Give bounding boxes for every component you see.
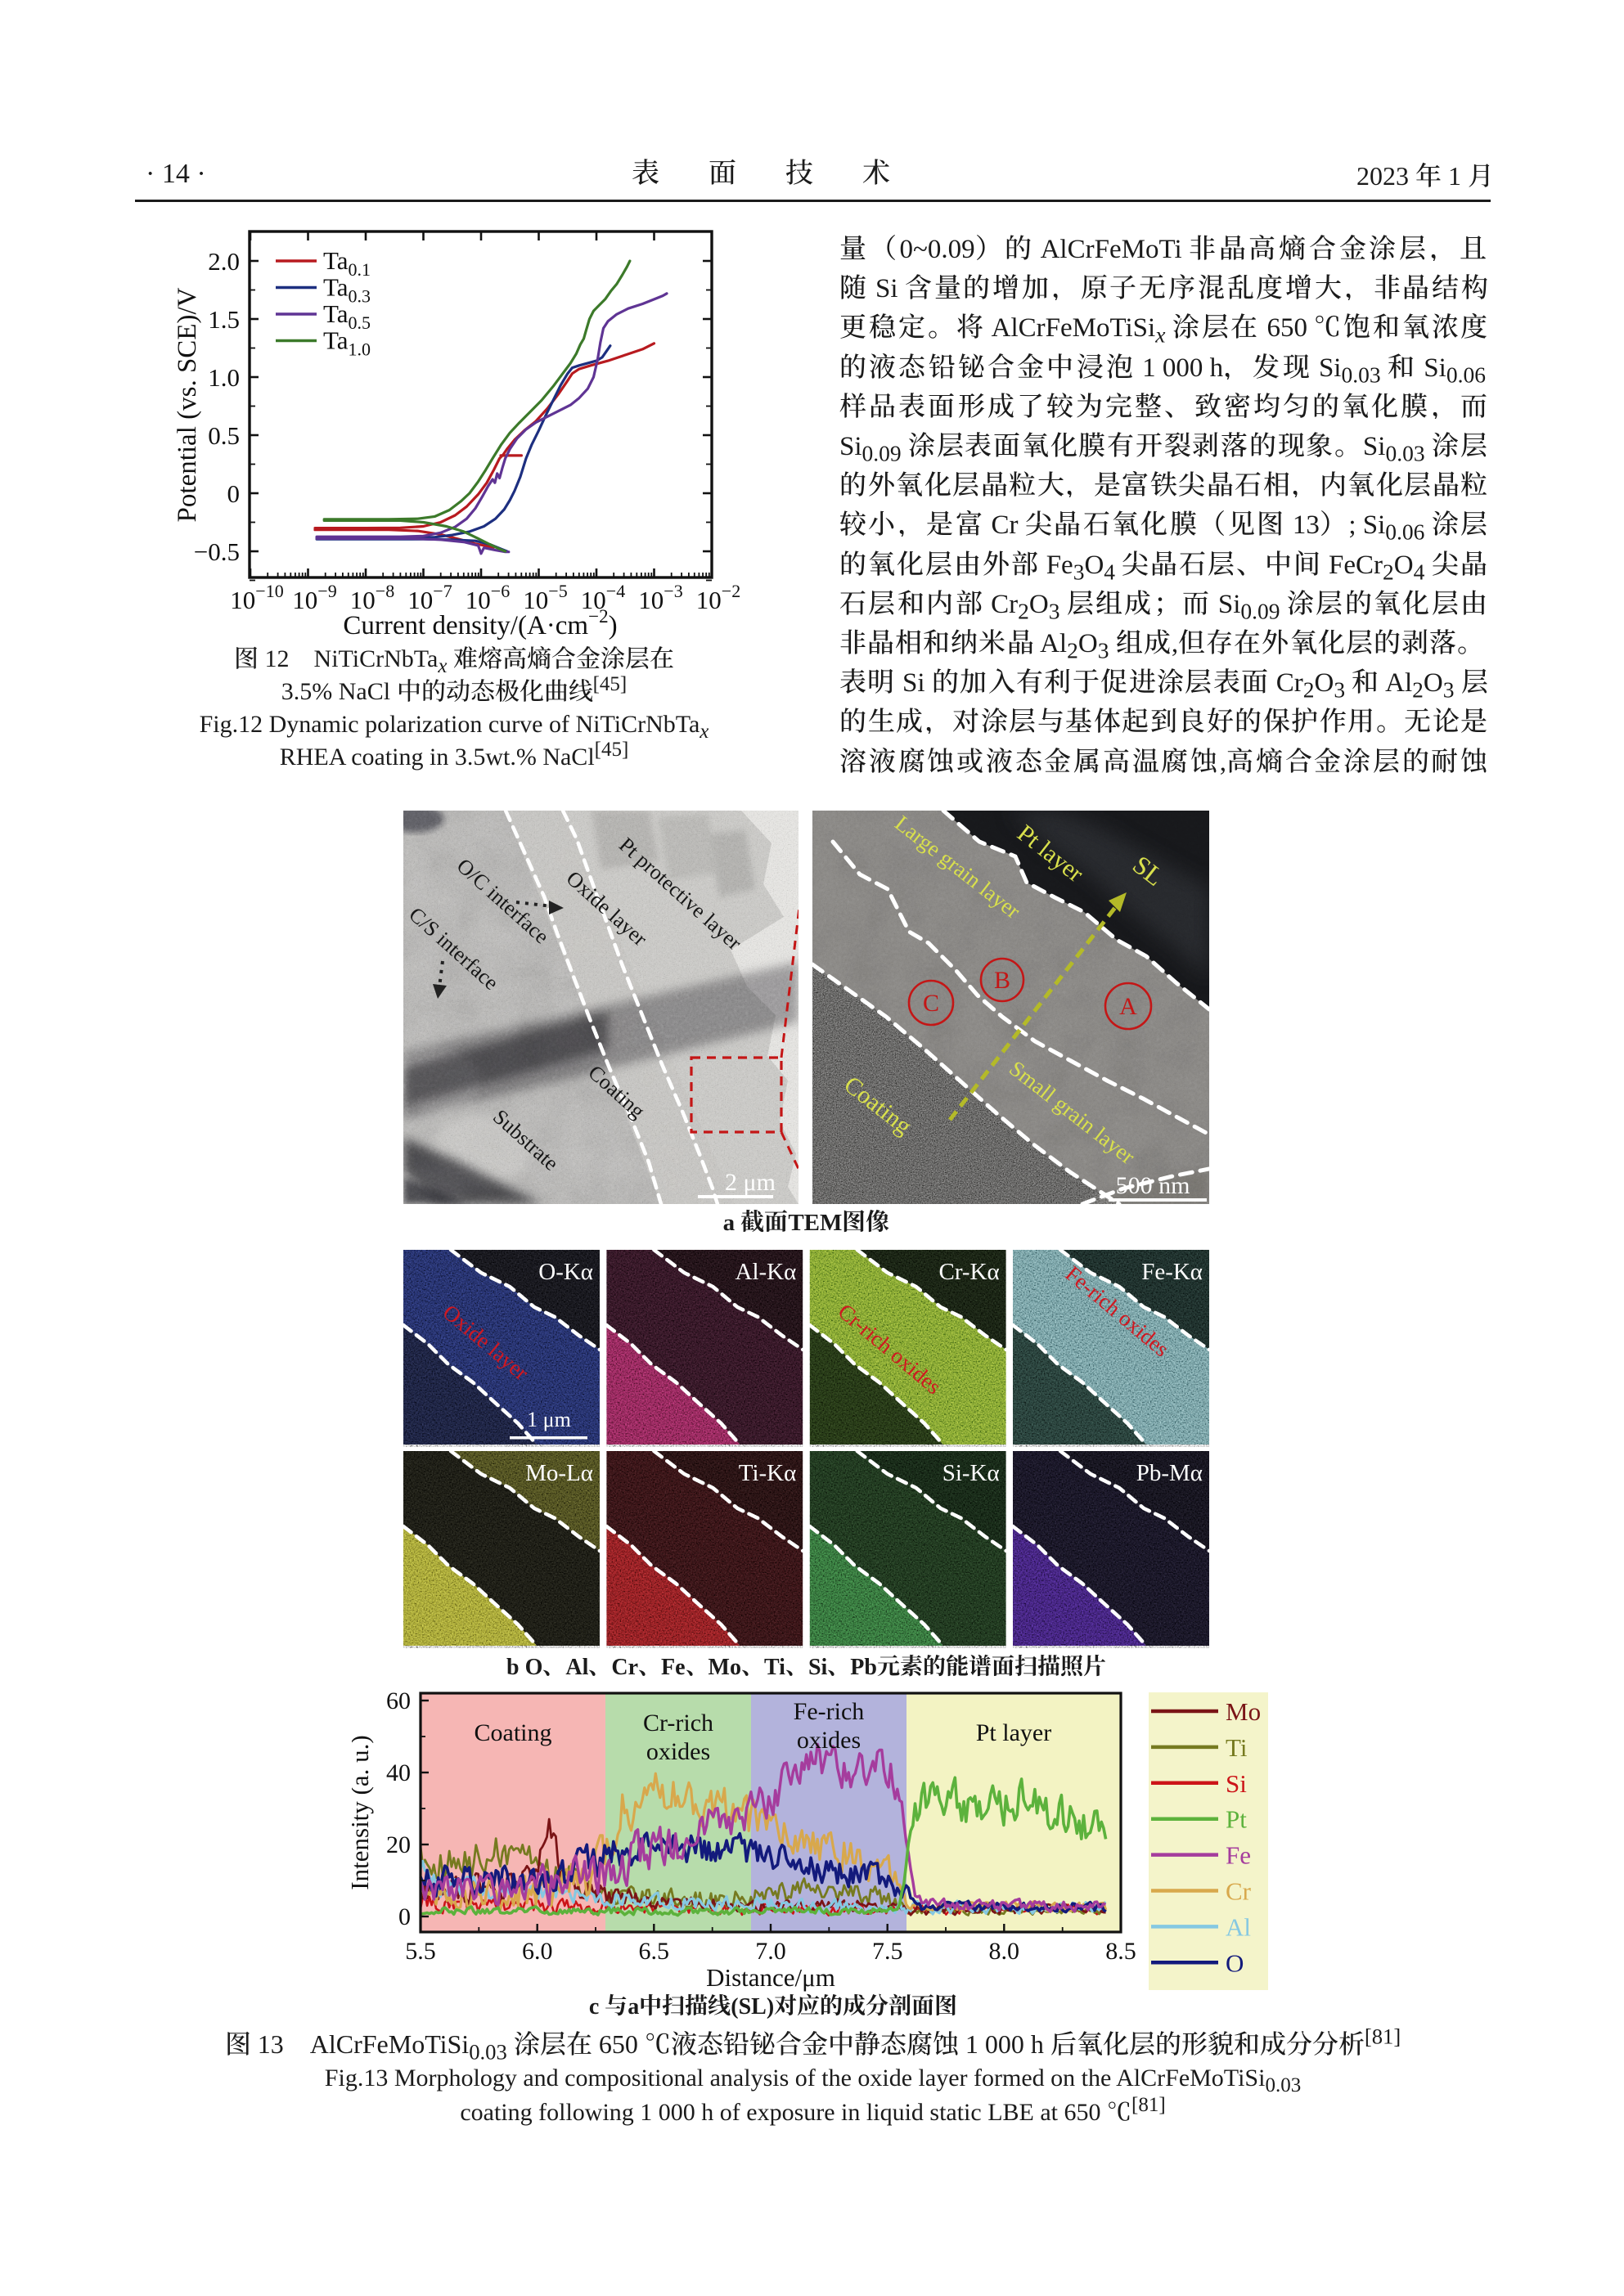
svg-text:2 μm: 2 μm (725, 1169, 776, 1196)
svg-text:O-Kα: O-Kα (538, 1259, 593, 1285)
svg-text:Coating: Coating (475, 1719, 552, 1746)
svg-text:0.5: 0.5 (208, 421, 240, 450)
svg-text:10−10: 10−10 (230, 581, 283, 614)
svg-text:5.5: 5.5 (405, 1938, 436, 1965)
svg-text:Pt: Pt (1226, 1805, 1247, 1834)
svg-text:1 μm: 1 μm (527, 1408, 571, 1431)
svg-text:Si-Kα: Si-Kα (942, 1460, 1000, 1486)
svg-text:B: B (994, 967, 1010, 994)
svg-text:2.0: 2.0 (208, 247, 240, 276)
svg-text:1.0: 1.0 (208, 363, 240, 392)
svg-text:Mo: Mo (1226, 1697, 1261, 1726)
svg-text:6.0: 6.0 (522, 1938, 553, 1965)
svg-text:10−9: 10−9 (292, 581, 336, 614)
svg-text:oxides: oxides (797, 1727, 861, 1754)
svg-text:10−3: 10−3 (638, 581, 682, 614)
svg-text:Al: Al (1226, 1912, 1251, 1941)
svg-text:Al-Kα: Al-Kα (736, 1259, 797, 1285)
svg-text:Distance/μm: Distance/μm (706, 1963, 835, 1992)
svg-text:8.5: 8.5 (1105, 1938, 1136, 1965)
svg-text:Ti: Ti (1226, 1733, 1248, 1762)
svg-text:−0.5: −0.5 (194, 537, 240, 566)
svg-text:0: 0 (398, 1903, 411, 1930)
svg-text:C: C (923, 990, 939, 1017)
svg-text:Potential (vs. SCE)/V: Potential (vs. SCE)/V (173, 287, 202, 522)
svg-text:10−7: 10−7 (407, 581, 452, 614)
svg-text:A: A (1119, 993, 1137, 1020)
svg-text:1.5: 1.5 (208, 305, 240, 334)
svg-text:Ti-Kα: Ti-Kα (739, 1460, 797, 1486)
svg-text:20: 20 (386, 1831, 411, 1858)
svg-text:Cr: Cr (1226, 1877, 1252, 1906)
svg-text:Pt layer: Pt layer (976, 1719, 1051, 1746)
svg-text:Cr-Kα: Cr-Kα (938, 1259, 999, 1285)
svg-text:Mo-Lα: Mo-Lα (525, 1460, 593, 1486)
svg-text:10−6: 10−6 (466, 581, 510, 614)
svg-text:40: 40 (386, 1759, 411, 1786)
svg-text:6.5: 6.5 (639, 1938, 670, 1965)
svg-text:Intensity (a. u.): Intensity (a. u.) (352, 1735, 374, 1889)
svg-text:7.5: 7.5 (872, 1938, 903, 1965)
svg-text:500 nm: 500 nm (1116, 1172, 1190, 1199)
svg-text:8.0: 8.0 (989, 1938, 1020, 1965)
svg-text:0: 0 (227, 479, 241, 508)
svg-text:10−2: 10−2 (696, 581, 740, 614)
svg-text:oxides: oxides (646, 1738, 710, 1765)
svg-text:Current density/(A·cm−2): Current density/(A·cm−2) (343, 606, 617, 640)
svg-text:10−5: 10−5 (523, 581, 567, 614)
svg-text:Fe: Fe (1226, 1841, 1251, 1870)
svg-text:Cr-rich: Cr-rich (643, 1710, 713, 1737)
svg-text:7.0: 7.0 (755, 1938, 786, 1965)
svg-text:O: O (1226, 1948, 1244, 1977)
svg-text:10−8: 10−8 (350, 581, 394, 614)
svg-text:60: 60 (386, 1687, 411, 1714)
svg-text:Si: Si (1226, 1769, 1247, 1798)
svg-text:Fe-rich: Fe-rich (794, 1698, 865, 1725)
svg-text:Pb-Mα: Pb-Mα (1136, 1460, 1203, 1486)
svg-text:Fe-Kα: Fe-Kα (1141, 1259, 1203, 1285)
